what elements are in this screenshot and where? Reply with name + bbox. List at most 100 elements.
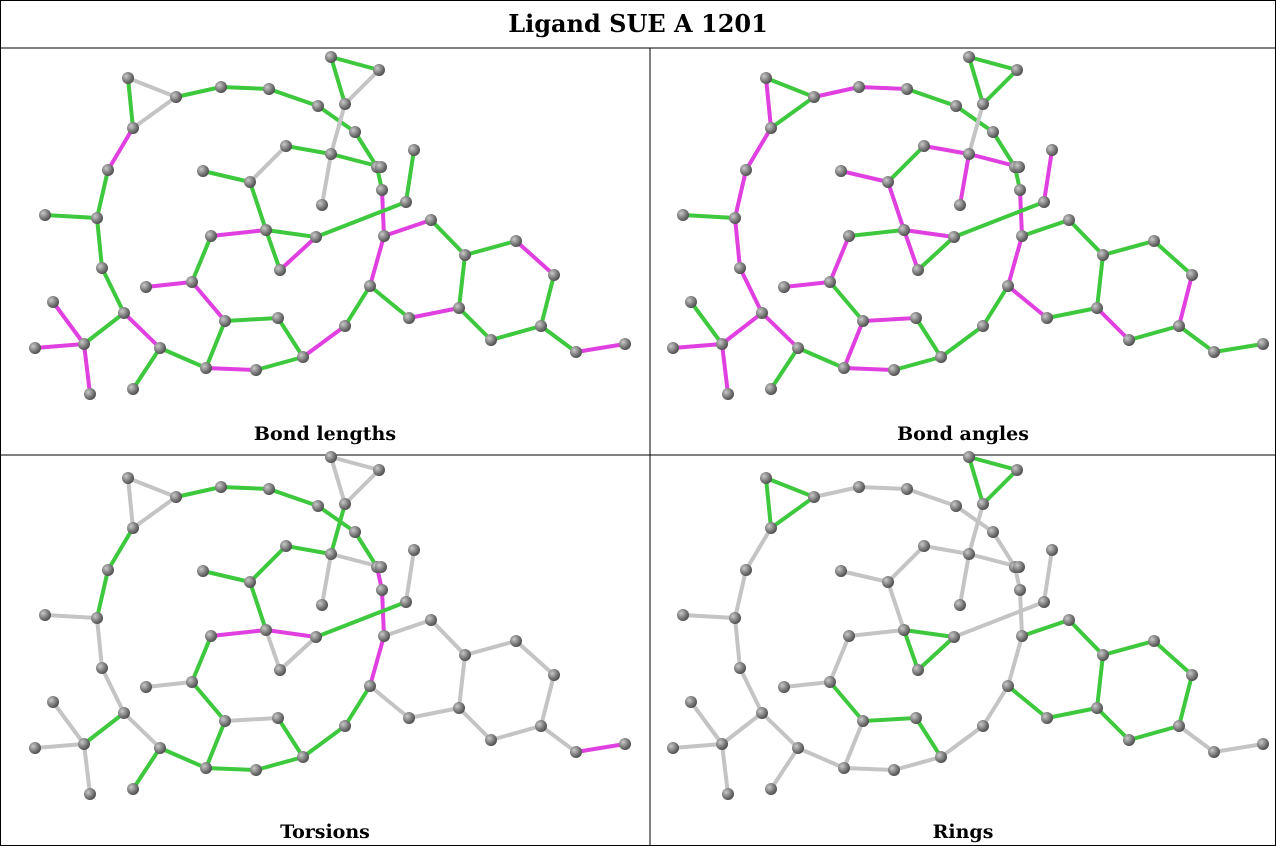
atom <box>510 635 522 647</box>
bond <box>576 744 625 752</box>
bond <box>516 641 554 675</box>
atom <box>716 738 728 750</box>
bond <box>331 104 345 154</box>
bond <box>683 215 735 218</box>
atom <box>977 498 989 510</box>
bond <box>35 344 84 348</box>
bond <box>97 218 102 268</box>
atom <box>122 72 134 84</box>
molecule <box>29 451 631 800</box>
atom <box>729 612 741 624</box>
atom <box>888 364 900 376</box>
atom <box>792 742 804 754</box>
atom <box>96 262 108 274</box>
bond <box>192 282 225 321</box>
atom <box>987 526 999 538</box>
bond <box>303 326 345 357</box>
bond <box>370 236 384 286</box>
atom <box>244 176 256 188</box>
bond <box>108 528 133 570</box>
atom <box>901 483 913 495</box>
bond <box>969 457 983 504</box>
bond <box>762 713 798 748</box>
bond <box>206 368 256 370</box>
atom <box>778 681 790 693</box>
atom <box>339 320 351 332</box>
bond <box>904 230 954 237</box>
bond <box>459 308 491 340</box>
atom <box>1013 161 1025 173</box>
bond <box>924 546 969 554</box>
atom <box>857 315 869 327</box>
bond <box>722 344 728 394</box>
bond <box>904 630 954 637</box>
atom <box>1014 584 1026 596</box>
atom <box>950 100 962 112</box>
bond <box>969 504 983 554</box>
atom <box>1046 144 1058 156</box>
bond <box>844 721 863 768</box>
atom <box>91 612 103 624</box>
bond <box>250 546 286 582</box>
bond <box>888 546 924 582</box>
bond <box>541 726 576 752</box>
bond <box>331 57 345 104</box>
bond <box>221 487 269 489</box>
atom <box>824 676 836 688</box>
bond <box>1179 326 1214 352</box>
bond <box>160 748 206 768</box>
bond <box>53 702 84 744</box>
bond <box>206 768 256 770</box>
bond <box>746 528 771 570</box>
bond <box>771 97 814 128</box>
atom <box>1123 334 1135 346</box>
atom <box>274 264 286 276</box>
atom <box>200 362 212 374</box>
bond <box>225 318 278 321</box>
atom <box>197 565 209 577</box>
atom <box>349 526 361 538</box>
atom <box>954 599 966 611</box>
bond <box>331 57 379 70</box>
bond <box>97 618 102 668</box>
atom <box>272 312 284 324</box>
bond <box>784 682 830 687</box>
atom <box>170 91 182 103</box>
bond <box>746 128 771 170</box>
atom <box>548 269 560 281</box>
bond <box>124 713 160 748</box>
atom <box>215 81 227 93</box>
atom <box>1011 64 1023 76</box>
atom <box>808 91 820 103</box>
bond <box>735 218 740 268</box>
atom <box>1041 312 1053 324</box>
atom <box>325 548 337 560</box>
bond <box>128 478 133 528</box>
atom <box>349 126 361 138</box>
atom <box>619 338 631 350</box>
bond <box>221 87 269 89</box>
bond <box>266 230 316 237</box>
bond <box>766 478 814 497</box>
bond <box>1047 708 1097 718</box>
bond <box>269 89 318 106</box>
atom <box>140 281 152 293</box>
atom <box>459 249 471 261</box>
atom <box>898 624 910 636</box>
bond <box>541 675 554 726</box>
bond <box>176 87 221 97</box>
bond <box>859 487 907 489</box>
bond <box>798 748 844 768</box>
bond <box>1097 255 1103 308</box>
bond <box>146 682 192 687</box>
atom <box>843 630 855 642</box>
atom <box>918 140 930 152</box>
atom <box>910 312 922 324</box>
atom <box>853 481 865 493</box>
bond <box>406 150 414 202</box>
bond <box>983 286 1008 326</box>
atom <box>1148 635 1160 647</box>
panel-caption: Rings <box>933 821 994 843</box>
bond <box>97 170 108 218</box>
bond <box>322 154 331 205</box>
